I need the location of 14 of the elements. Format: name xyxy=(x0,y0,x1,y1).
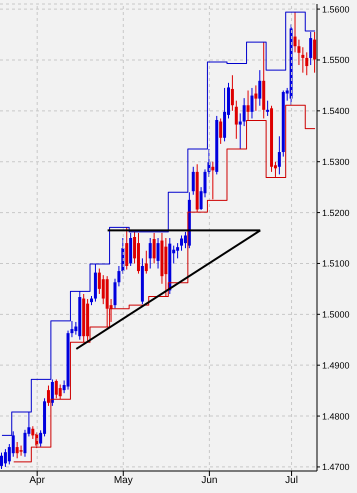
y-tick-label: 1.5600 xyxy=(322,4,350,14)
y-tick-label: 1.4800 xyxy=(322,411,350,422)
y-tick-label: 1.5400 xyxy=(322,106,350,116)
x-tick-label: Apr xyxy=(29,475,46,486)
x-tick-label: Jun xyxy=(201,475,218,486)
y-tick-label: 1.5100 xyxy=(322,258,350,269)
y-tick-label: 1.4900 xyxy=(322,360,350,370)
y-tick-label: 1.5500 xyxy=(322,55,350,66)
y-tick-label: 1.5300 xyxy=(322,156,350,167)
y-tick-label: 1.5200 xyxy=(322,208,350,218)
x-tick-label: May xyxy=(114,475,133,486)
x-tick-label: Jul xyxy=(285,475,298,486)
y-tick-label: 1.4700 xyxy=(322,462,350,472)
y-tick-label: 1.5000 xyxy=(322,310,350,320)
